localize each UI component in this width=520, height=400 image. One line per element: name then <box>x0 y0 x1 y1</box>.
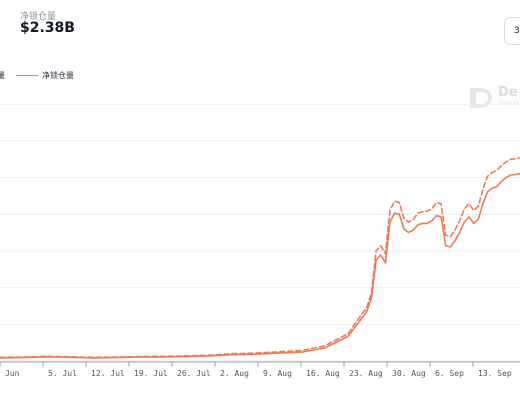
x-tick-label: 16. Aug <box>306 369 340 378</box>
x-tick-label: 5. Jul <box>48 369 77 378</box>
x-tick-label: 26. Jul <box>177 369 211 378</box>
x-tick-label: 30. Aug <box>392 369 426 378</box>
series-line-net-locked[interactable] <box>0 172 520 359</box>
watermark-subtext: Your D <box>499 100 519 107</box>
x-tick-label: Jun <box>5 369 20 378</box>
legend-label-net-locked: 净锁仓量 <box>42 71 74 80</box>
x-tick-label: 9. Aug <box>263 369 292 378</box>
metric-label: 净锁仓量 <box>20 12 57 22</box>
x-tick-label: 12. Jul <box>91 369 125 378</box>
logo-watermark-icon <box>470 88 492 108</box>
x-tick-label: 23. Aug <box>349 369 383 378</box>
x-tick-label: 19. Jul <box>134 369 168 378</box>
x-tick-label: 2. Aug <box>220 369 249 378</box>
x-tick-label: 13. Sep <box>478 369 512 378</box>
x-tick-label: 6. Sep <box>435 369 464 378</box>
time-range-button[interactable]: 3 <box>504 17 520 45</box>
metric-value: $2.38B <box>20 20 75 36</box>
legend-label-partial: 量 <box>0 71 5 80</box>
legend-line-swatch <box>16 75 38 76</box>
series-line-dashed[interactable] <box>0 157 520 359</box>
watermark-text: De <box>498 85 518 100</box>
